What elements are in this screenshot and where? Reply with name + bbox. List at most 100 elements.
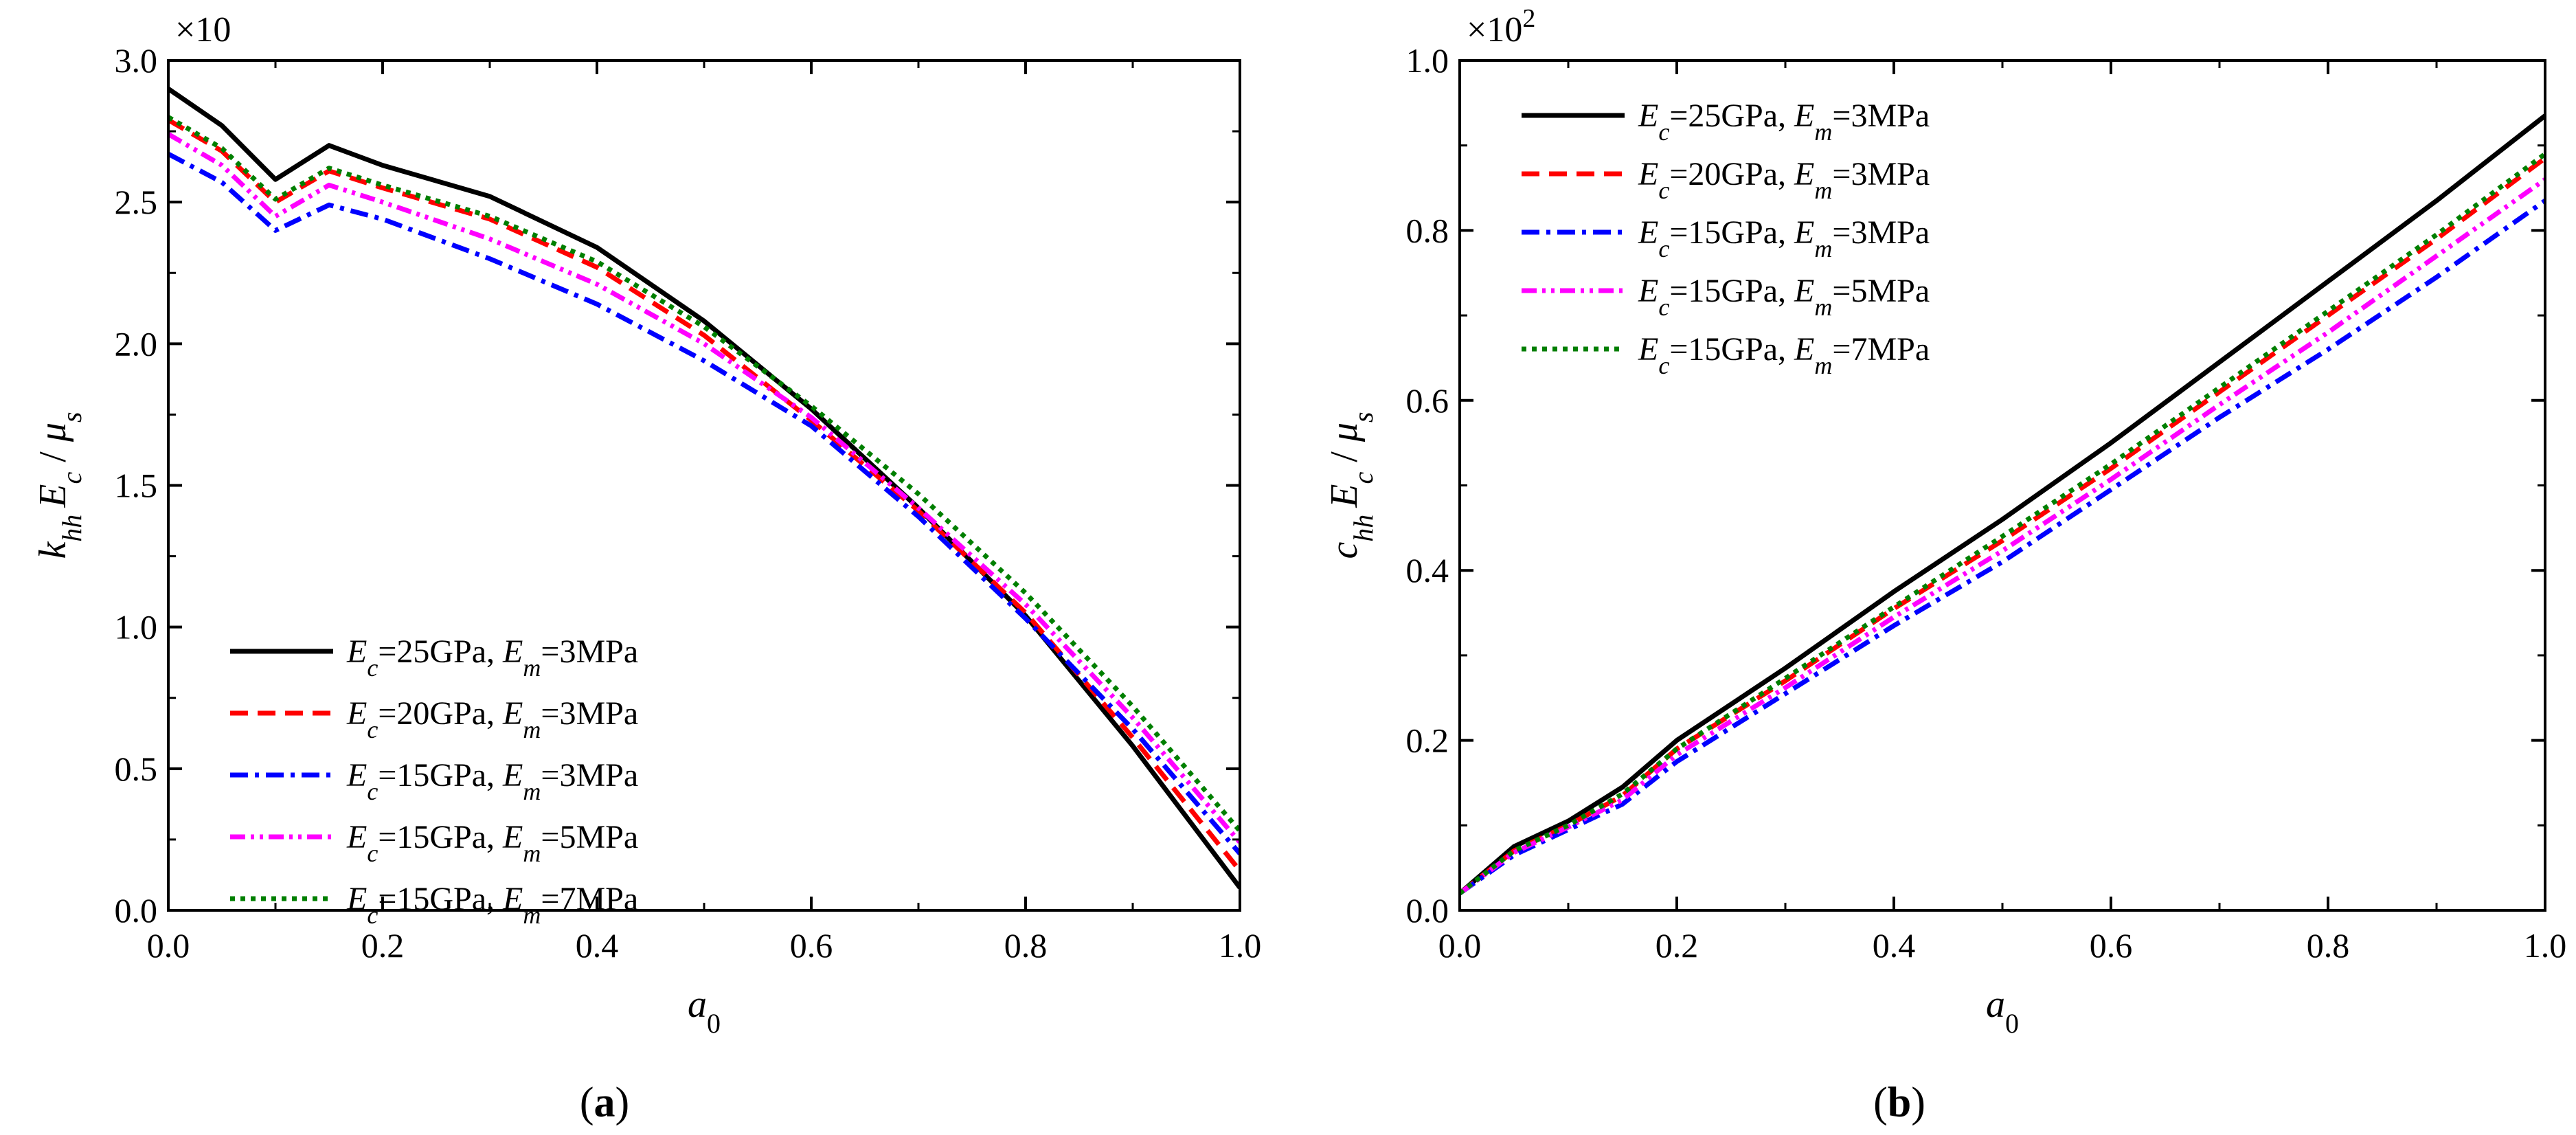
y-label-c-sub: s — [56, 412, 87, 423]
y-tick-label: 0.6 — [1406, 381, 1449, 420]
panel-label-open: ( — [580, 1079, 594, 1126]
x-label-sub: 0 — [707, 1008, 721, 1039]
legend-e-c: E — [346, 633, 367, 670]
legend-value-m: =3MPa — [541, 633, 638, 670]
legend-e-c-sub: c — [367, 716, 378, 743]
x-tick-label: 1.0 — [1219, 926, 1262, 965]
series-line-3 — [168, 152, 1240, 855]
legend-e-m: E — [1794, 98, 1814, 134]
series-line-2 — [168, 117, 1240, 873]
y-tick-label: 0.0 — [115, 891, 158, 930]
legend-e-c-sub: c — [1658, 352, 1669, 379]
y-tick-label: 0.4 — [1406, 551, 1449, 589]
legend-e-c-sub: c — [1658, 235, 1669, 262]
legend-value-c: =15GPa, — [378, 757, 503, 794]
legend-e-c-sub: c — [367, 654, 378, 682]
panel-a: 0.0 0.2 0.4 0.6 0.8 1.0 0.0 0.5 1.0 1.5 2.0 2.5 3.0 ×… — [32, 10, 1261, 1126]
x-tick-label: 0.4 — [1873, 926, 1916, 965]
y-label-b-sub: c — [56, 471, 87, 484]
multiplier-base: ×10 — [175, 10, 231, 49]
legend-value-c: =20GPa, — [378, 695, 503, 732]
legend-label: Ec=15GPa, Em=7MPa — [346, 881, 638, 929]
series-line-1 — [1460, 113, 2545, 895]
legend-value-m: =3MPa — [1832, 98, 1930, 134]
x-tick-label: 0.2 — [1656, 926, 1699, 965]
x-tick-label: 0.0 — [147, 926, 190, 965]
panel-label: (a) — [580, 1079, 629, 1126]
legend-label: Ec=20GPa, Em=3MPa — [346, 695, 638, 743]
x-tick-label: 0.0 — [1438, 926, 1482, 965]
multiplier-base: ×10 — [1467, 10, 1522, 49]
y-label-a: c — [1323, 542, 1366, 559]
legend-value-m: =7MPa — [541, 881, 638, 917]
legend-e-c: E — [346, 757, 367, 794]
legend-e-c-sub: c — [367, 840, 378, 867]
legend-e-m: E — [1794, 331, 1814, 368]
panel-label-close: ) — [615, 1079, 630, 1126]
y-label-separator: / — [32, 442, 74, 472]
y-tick-label: 2.0 — [115, 324, 158, 363]
legend-value-m: =7MPa — [1832, 331, 1930, 368]
legend-e-m-sub: m — [1814, 235, 1832, 262]
y-label-a-sub: hh — [56, 515, 87, 542]
panel-label-close: ) — [1911, 1079, 1925, 1126]
legend-e-m-sub: m — [523, 901, 541, 929]
legend-e-m-sub: m — [523, 654, 541, 682]
legend-e-m-sub: m — [523, 840, 541, 867]
legend-e-c: E — [346, 695, 367, 732]
y-label-b-sub: c — [1348, 471, 1379, 484]
legend-e-c-sub: c — [367, 901, 378, 929]
legend-e-m: E — [502, 819, 523, 855]
y-tick-label: 1.0 — [115, 608, 158, 647]
x-tick-label: 0.6 — [790, 926, 833, 965]
series-line-4 — [168, 132, 1240, 844]
legend-e-c: E — [1638, 273, 1658, 309]
legend-e-c: E — [1638, 156, 1658, 192]
legend-e-c: E — [1638, 214, 1658, 251]
series-line-3 — [1460, 199, 2545, 896]
legend-e-c: E — [1638, 98, 1658, 134]
y-tick-label: 1.0 — [1406, 41, 1449, 80]
y-axis-multiplier: ×10 — [175, 10, 231, 49]
legend-e-m-sub: m — [523, 778, 541, 805]
legend-label: Ec=25GPa, Em=3MPa — [346, 633, 638, 682]
series-line-2 — [1460, 156, 2545, 896]
legend-e-m: E — [502, 633, 523, 670]
legend-label: Ec=15GPa, Em=3MPa — [346, 757, 638, 805]
y-label-c: μ — [32, 423, 74, 442]
legend-label: Ec=15GPa, Em=3MPa — [1638, 214, 1930, 262]
legend-e-m-sub: m — [1814, 177, 1832, 204]
legend-e-m: E — [1794, 214, 1814, 251]
legend-value-m: =3MPa — [1832, 156, 1930, 192]
legend-e-m: E — [1794, 156, 1814, 192]
legend-e-m-sub: m — [1814, 118, 1832, 146]
panel-label-letter: b — [1888, 1079, 1911, 1126]
y-label-b: E — [1323, 484, 1366, 508]
series-line-1 — [168, 87, 1240, 890]
legend-value-c: =15GPa, — [378, 819, 503, 855]
series-line-5 — [1460, 152, 2545, 896]
legend-e-m: E — [502, 881, 523, 917]
legend-e-m-sub: m — [1814, 293, 1832, 321]
panel-label-letter: a — [594, 1079, 615, 1126]
y-tick-label: 0.5 — [115, 750, 158, 788]
legend-label: Ec=15GPa, Em=7MPa — [1638, 331, 1930, 379]
y-label-separator: / — [1323, 442, 1366, 472]
legend-label: Ec=15GPa, Em=5MPa — [346, 819, 638, 867]
legend-e-c: E — [346, 881, 367, 917]
legend-e-c-sub: c — [1658, 118, 1669, 146]
x-tick-label: 0.8 — [2307, 926, 2350, 965]
x-label-base: a — [688, 983, 707, 1026]
y-label-a-sub: hh — [1348, 515, 1379, 542]
panel-b: 0.0 0.2 0.4 0.6 0.8 1.0 0.0 0.2 0.4 0.6 0.8 1.0 ×102… — [1323, 4, 2566, 1126]
legend-value-m: =3MPa — [1832, 214, 1930, 251]
y-tick-label: 0.8 — [1406, 211, 1449, 249]
plot-frame — [1458, 59, 2546, 912]
legend-value-m: =5MPa — [1832, 273, 1930, 309]
y-tick-label: 0.2 — [1406, 721, 1449, 760]
legend-e-m: E — [502, 695, 523, 732]
panel-label: (b) — [1873, 1079, 1925, 1126]
y-axis-label: khh Ec / μs — [32, 412, 87, 559]
